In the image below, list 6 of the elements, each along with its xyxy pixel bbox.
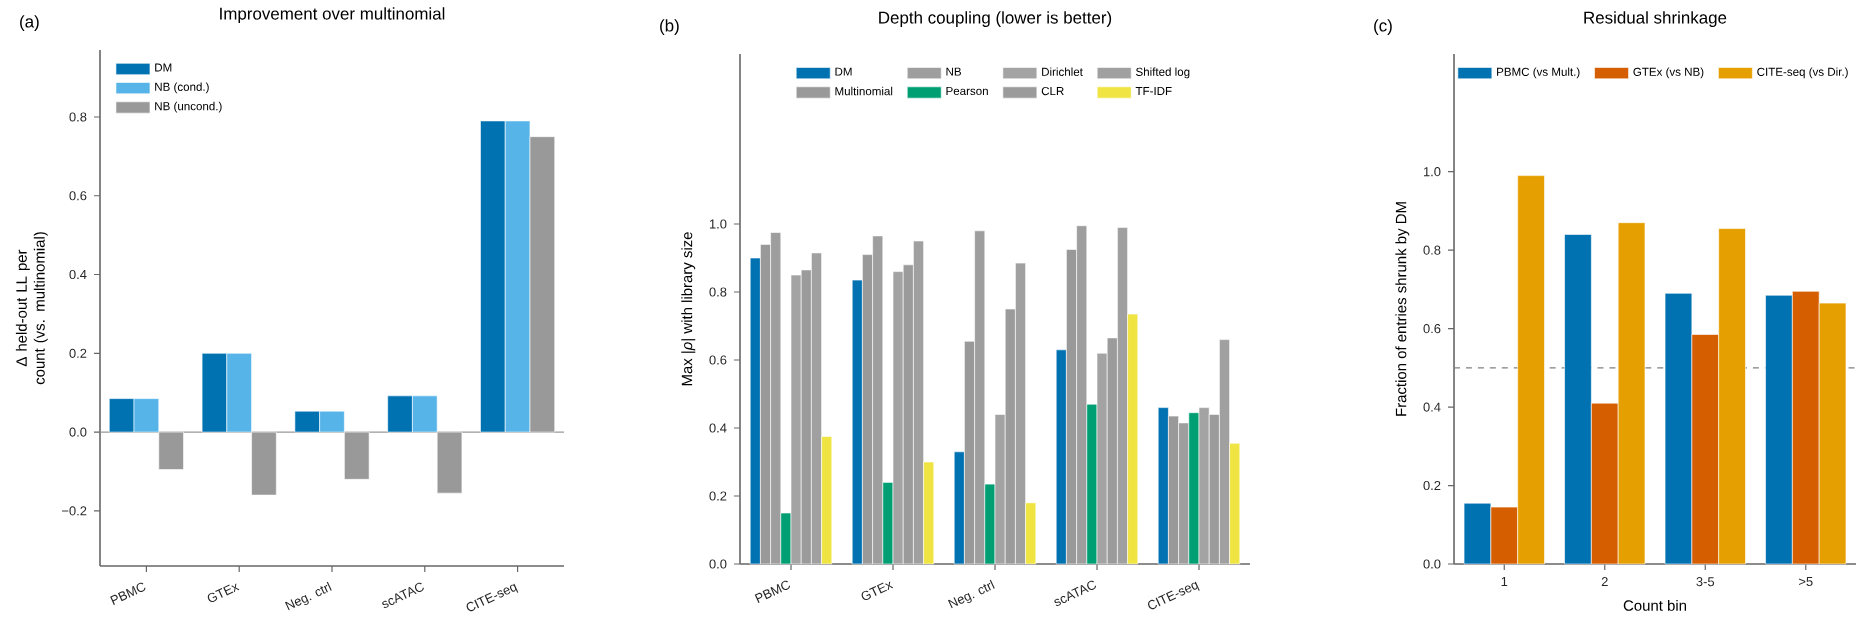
chart-title: Depth coupling (lower is better) [879,11,1112,27]
chart-title: Residual shrinkage [1584,11,1727,27]
text: (b) [660,19,679,35]
chart-title: Improvement over multinomial [220,7,445,23]
text: (a) [20,15,39,31]
text: (c) [1374,19,1392,35]
